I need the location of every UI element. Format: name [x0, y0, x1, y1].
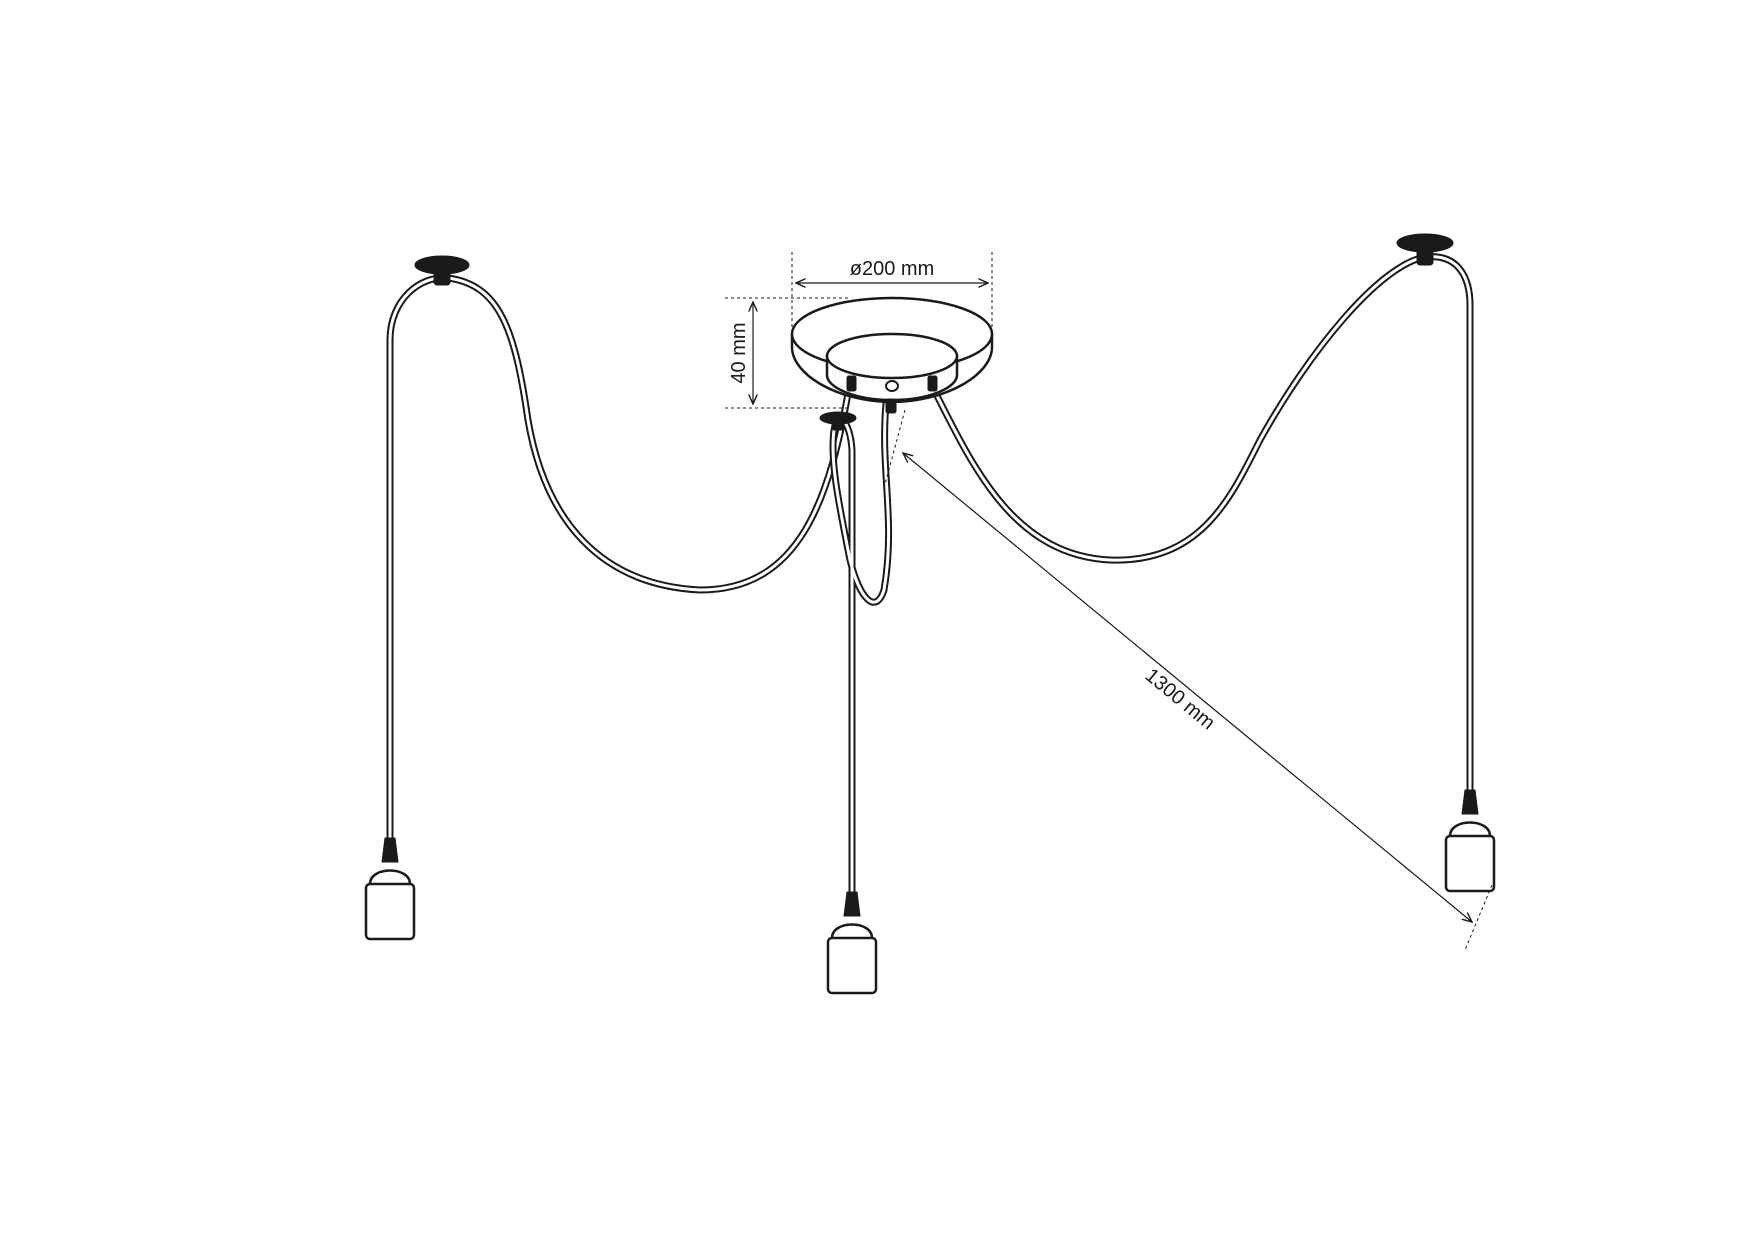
ceiling-canopy — [790, 296, 994, 414]
dimension-cable-length: 1300 mm — [883, 409, 1493, 951]
dimension-cable-length-label: 1300 mm — [1141, 664, 1219, 734]
dimension-diameter: ø200 mm — [791, 252, 993, 334]
canopy-cable-grip-right — [927, 375, 938, 392]
lamp-holder-left — [364, 837, 416, 941]
cable-center — [829, 400, 893, 904]
dimension-height-label: 40 mm — [728, 322, 750, 383]
lamp-holder-right — [1444, 789, 1496, 893]
canopy-center-hole — [885, 380, 899, 392]
canopy-cable-grip-left — [846, 375, 857, 392]
ceiling-hook-left — [414, 255, 470, 286]
lamp-holder-center — [826, 891, 878, 995]
dimension-diameter-label: ø200 mm — [850, 258, 934, 280]
cable-left — [386, 274, 854, 859]
canopy-cable-grip-center — [885, 398, 897, 414]
ceiling-hook-right — [1396, 233, 1454, 266]
dimension-height: 40 mm — [725, 297, 850, 409]
ceiling-hook-center — [819, 411, 857, 431]
